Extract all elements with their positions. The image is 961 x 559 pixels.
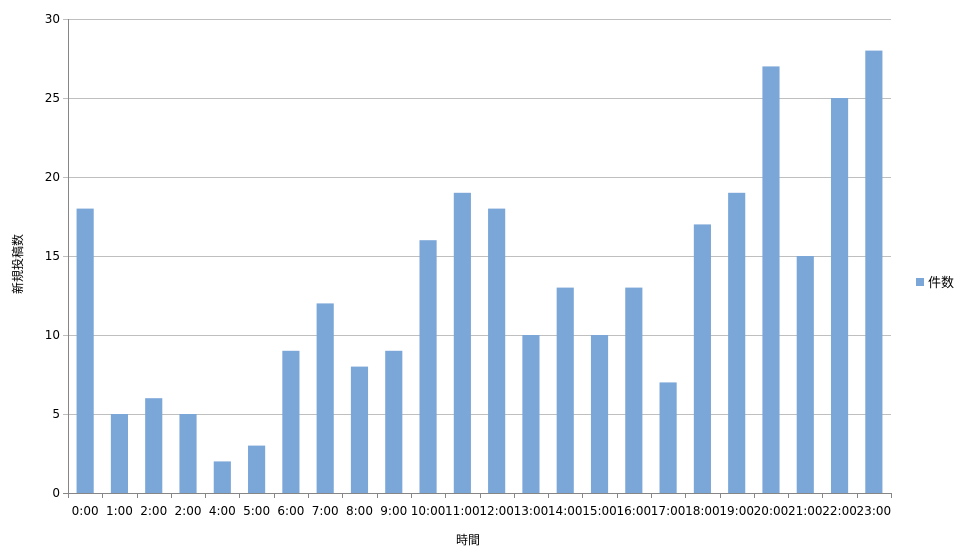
x-tick-label: 19:00 <box>719 504 754 518</box>
x-tick-label: 20:00 <box>754 504 789 518</box>
bar <box>625 287 643 493</box>
bar <box>76 208 94 493</box>
y-tick-label: 20 <box>45 170 60 184</box>
bar <box>282 350 300 493</box>
x-tick-label: 16:00 <box>617 504 652 518</box>
legend-label: 件数 <box>928 276 954 291</box>
bar <box>556 287 574 493</box>
y-tick-label: 25 <box>45 91 60 105</box>
y-tick-label: 5 <box>52 407 60 421</box>
y-tick-label: 10 <box>45 328 60 342</box>
bar <box>179 414 197 493</box>
bar <box>316 303 334 493</box>
x-tick-label: 9:00 <box>380 504 407 518</box>
x-tick-label: 8:00 <box>346 504 373 518</box>
x-tick-labels: 0:00 1:00 2:00 2:00 4:00 5:00 6:00 7:00 8:00 9:00… <box>72 504 891 518</box>
bar <box>385 350 403 493</box>
bar <box>522 335 540 493</box>
bar <box>728 192 746 494</box>
bar <box>796 256 814 493</box>
bar <box>419 240 437 493</box>
x-tick-label: 11:00 <box>445 504 480 518</box>
bar <box>659 382 677 493</box>
y-tick-label: 15 <box>45 249 60 263</box>
x-tick-label: 7:00 <box>312 504 339 518</box>
bar <box>145 398 163 493</box>
y-axis-title: 新規投稿数 <box>10 234 25 294</box>
x-tick-label: 13:00 <box>514 504 549 518</box>
bar <box>488 208 506 493</box>
x-tick-label: 21:00 <box>788 504 823 518</box>
x-tick-label: 2:00 <box>140 504 167 518</box>
x-tick-label: 23:00 <box>857 504 892 518</box>
bar <box>248 445 266 493</box>
bar <box>590 335 609 493</box>
bar <box>762 66 780 494</box>
legend-swatch <box>916 278 924 286</box>
x-tick-label: 18:00 <box>685 504 720 518</box>
bar <box>350 366 369 493</box>
bar <box>830 98 849 493</box>
y-tick-label: 0 <box>52 486 60 500</box>
x-tick-label: 15:00 <box>582 504 617 518</box>
x-tick-label: 12:00 <box>479 504 514 518</box>
gridlines <box>63 19 891 494</box>
x-tick-label: 17:00 <box>651 504 686 518</box>
y-tick-label: 30 <box>45 12 60 26</box>
x-tick-label: 14:00 <box>548 504 583 518</box>
y-tick-labels: 0 5 10 15 20 25 30 <box>45 12 60 500</box>
legend: 件数 <box>916 276 954 291</box>
bar <box>865 50 883 493</box>
x-tick-label: 4:00 <box>209 504 236 518</box>
x-tick-label: 1:00 <box>106 504 133 518</box>
axes <box>63 19 892 498</box>
bar <box>453 192 471 494</box>
x-tick-label: 6:00 <box>277 504 304 518</box>
x-axis-title: 時間 <box>456 533 480 547</box>
x-tick-label: 0:00 <box>72 504 99 518</box>
bars <box>76 50 883 494</box>
x-tick-label: 5:00 <box>243 504 270 518</box>
x-tick-label: 2:00 <box>175 504 202 518</box>
x-tick-label: 10:00 <box>411 504 446 518</box>
bar <box>693 224 711 493</box>
x-tick-label: 22:00 <box>822 504 857 518</box>
bar <box>110 414 129 493</box>
bar <box>213 461 231 493</box>
